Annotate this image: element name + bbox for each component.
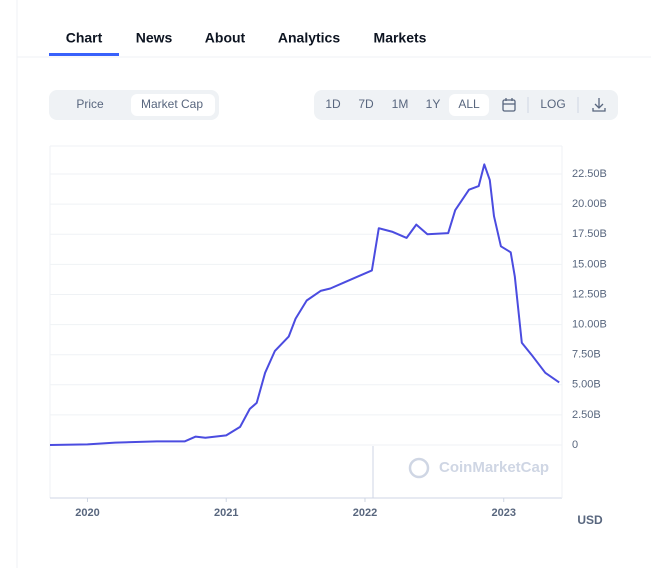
watermark-logo bbox=[408, 457, 430, 479]
line-series bbox=[49, 163, 560, 446]
y-tick-label: 20.00B bbox=[572, 198, 607, 210]
tab[interactable]: About bbox=[205, 30, 246, 46]
y-tick-label: 0 bbox=[572, 439, 578, 451]
y-tick-label: 15.00B bbox=[572, 258, 607, 270]
range-button[interactable]: 1D bbox=[325, 97, 341, 111]
y-tick-label: 5.00B bbox=[572, 379, 601, 391]
tab[interactable]: Chart bbox=[66, 30, 103, 46]
tab[interactable]: Markets bbox=[374, 30, 427, 46]
toggle-active bbox=[131, 94, 215, 116]
x-tick-label: 2023 bbox=[491, 507, 515, 519]
download-icon[interactable] bbox=[592, 98, 606, 112]
range-button[interactable]: 7D bbox=[358, 97, 374, 111]
y-tick-label: 2.50B bbox=[572, 409, 601, 421]
y-unit-label: USD bbox=[577, 513, 603, 527]
range-button[interactable]: ALL bbox=[458, 97, 480, 111]
watermark: CoinMarketCap bbox=[439, 459, 549, 476]
tab-underline bbox=[49, 53, 119, 56]
toggle-button[interactable]: Market Cap bbox=[141, 97, 203, 111]
y-tick-label: 10.00B bbox=[572, 318, 607, 330]
x-tick-label: 2021 bbox=[214, 507, 238, 519]
range-active bbox=[449, 94, 489, 116]
y-tick-label: 7.50B bbox=[572, 349, 601, 361]
log-button[interactable]: LOG bbox=[540, 97, 565, 111]
y-tick-label: 12.50B bbox=[572, 288, 607, 300]
range-button[interactable]: 1Y bbox=[426, 97, 441, 111]
range-button[interactable]: 1M bbox=[392, 97, 409, 111]
x-tick-label: 2022 bbox=[353, 507, 377, 519]
tab[interactable]: Analytics bbox=[278, 30, 340, 46]
x-tick-label: 2020 bbox=[75, 507, 99, 519]
tab[interactable]: News bbox=[136, 30, 173, 46]
y-tick-label: 22.50B bbox=[572, 168, 607, 180]
toggle-button[interactable]: Price bbox=[76, 97, 104, 111]
calendar-icon[interactable] bbox=[502, 98, 516, 112]
y-tick-label: 17.50B bbox=[572, 228, 607, 240]
